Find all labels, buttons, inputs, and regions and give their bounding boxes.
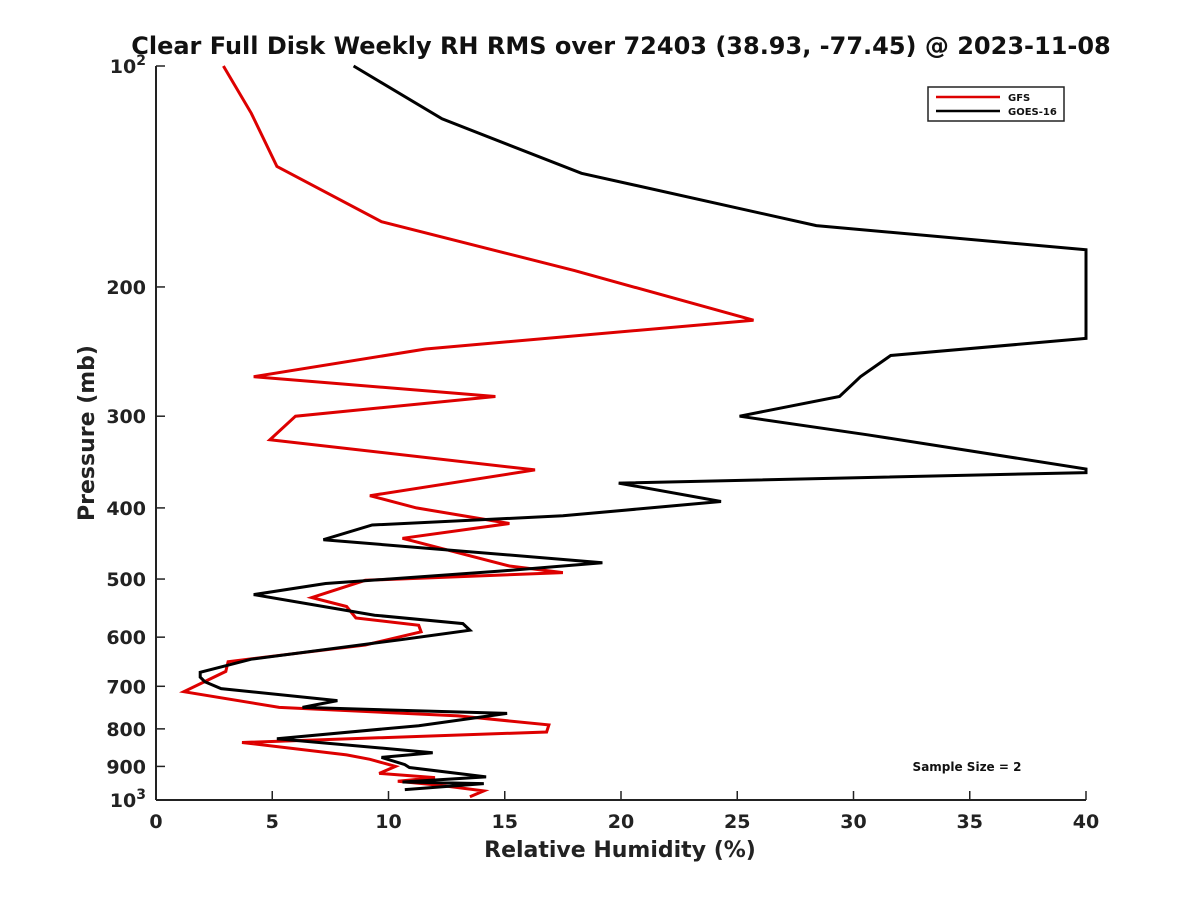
y-axis-label: Pressure (mb) [75, 345, 100, 521]
chart-title: Clear Full Disk Weekly RH RMS over 72403… [131, 32, 1111, 60]
y-tick-label: 500 [106, 569, 146, 591]
x-axis-label: Relative Humidity (%) [484, 838, 756, 863]
y-tick-label: 300 [106, 406, 146, 428]
x-tick-label: 30 [840, 811, 866, 833]
x-tick-label: 5 [266, 811, 279, 833]
y-tick-label: 700 [106, 676, 146, 698]
series-line-goes-16 [198, 64, 1088, 792]
series-group [178, 64, 1088, 799]
y-tick-label: 900 [106, 756, 146, 778]
y-tick-label: 400 [106, 498, 146, 520]
y-tick-label: 800 [106, 719, 146, 741]
x-tick-label: 25 [724, 811, 750, 833]
y-tick-label: 600 [106, 627, 146, 649]
legend-box [927, 86, 1065, 122]
y-tick-label: 102 [110, 53, 146, 78]
x-tick-label: 15 [492, 811, 518, 833]
x-axis-ticks: 0 5 10 15 20 25 30 35 40 [149, 791, 1099, 833]
x-tick-label: 20 [608, 811, 634, 833]
x-tick-label: 0 [149, 811, 162, 833]
legend: GFS GOES-16 [927, 86, 1065, 122]
plot-area: 0 5 10 15 20 25 30 35 40 102 200 300 400 500 600 700 80… [106, 53, 1099, 833]
y-axis-ticks: 102 200 300 400 500 600 700 800 900 103 [106, 53, 165, 812]
legend-label-goes-16: GOES-16 [1008, 107, 1057, 118]
y-tick-label: 200 [106, 277, 146, 299]
y-tick-label: 103 [110, 787, 146, 812]
legend-label-gfs: GFS [1008, 93, 1030, 104]
x-tick-label: 10 [375, 811, 401, 833]
x-tick-label: 35 [957, 811, 983, 833]
sample-size-annotation: Sample Size = 2 [913, 760, 1022, 774]
x-tick-label: 40 [1073, 811, 1099, 833]
